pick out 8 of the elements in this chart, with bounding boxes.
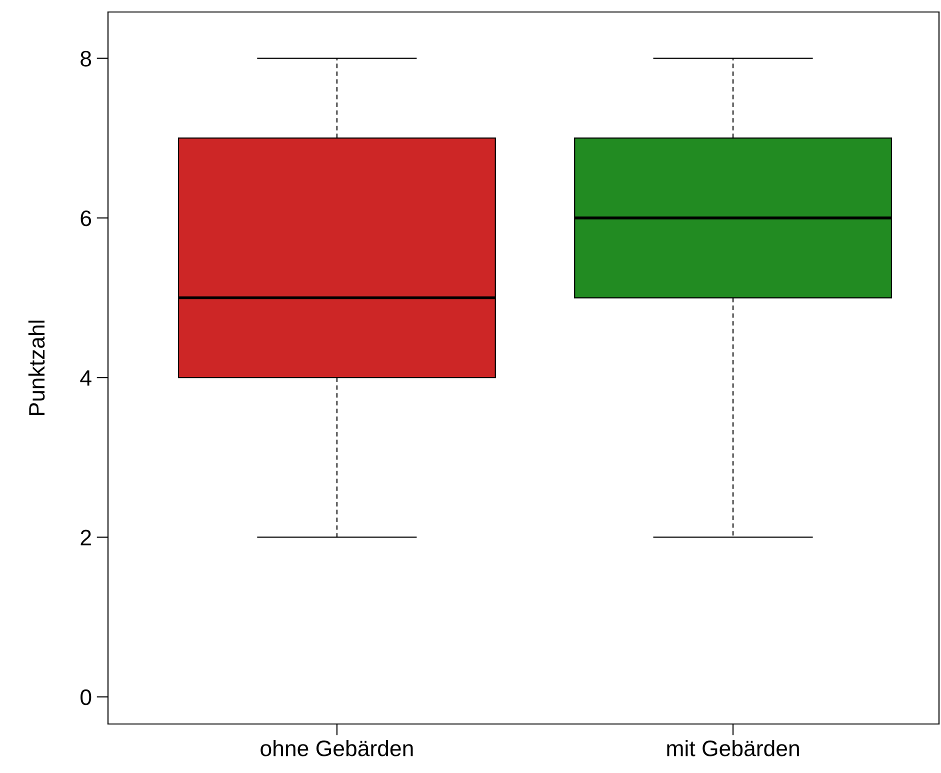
y-tick-label: 2 bbox=[80, 530, 91, 546]
y-tick-label: 6 bbox=[80, 210, 92, 226]
y-tick-label: 8 bbox=[80, 50, 92, 67]
x-tick-label: ohne Gebärden bbox=[260, 740, 413, 756]
y-tick-label: 4 bbox=[80, 370, 92, 386]
y-tick-label: 0 bbox=[80, 689, 92, 706]
y-axis-title: Punktzahl bbox=[28, 320, 45, 415]
x-tick-label: mit Gebärden bbox=[667, 740, 799, 756]
